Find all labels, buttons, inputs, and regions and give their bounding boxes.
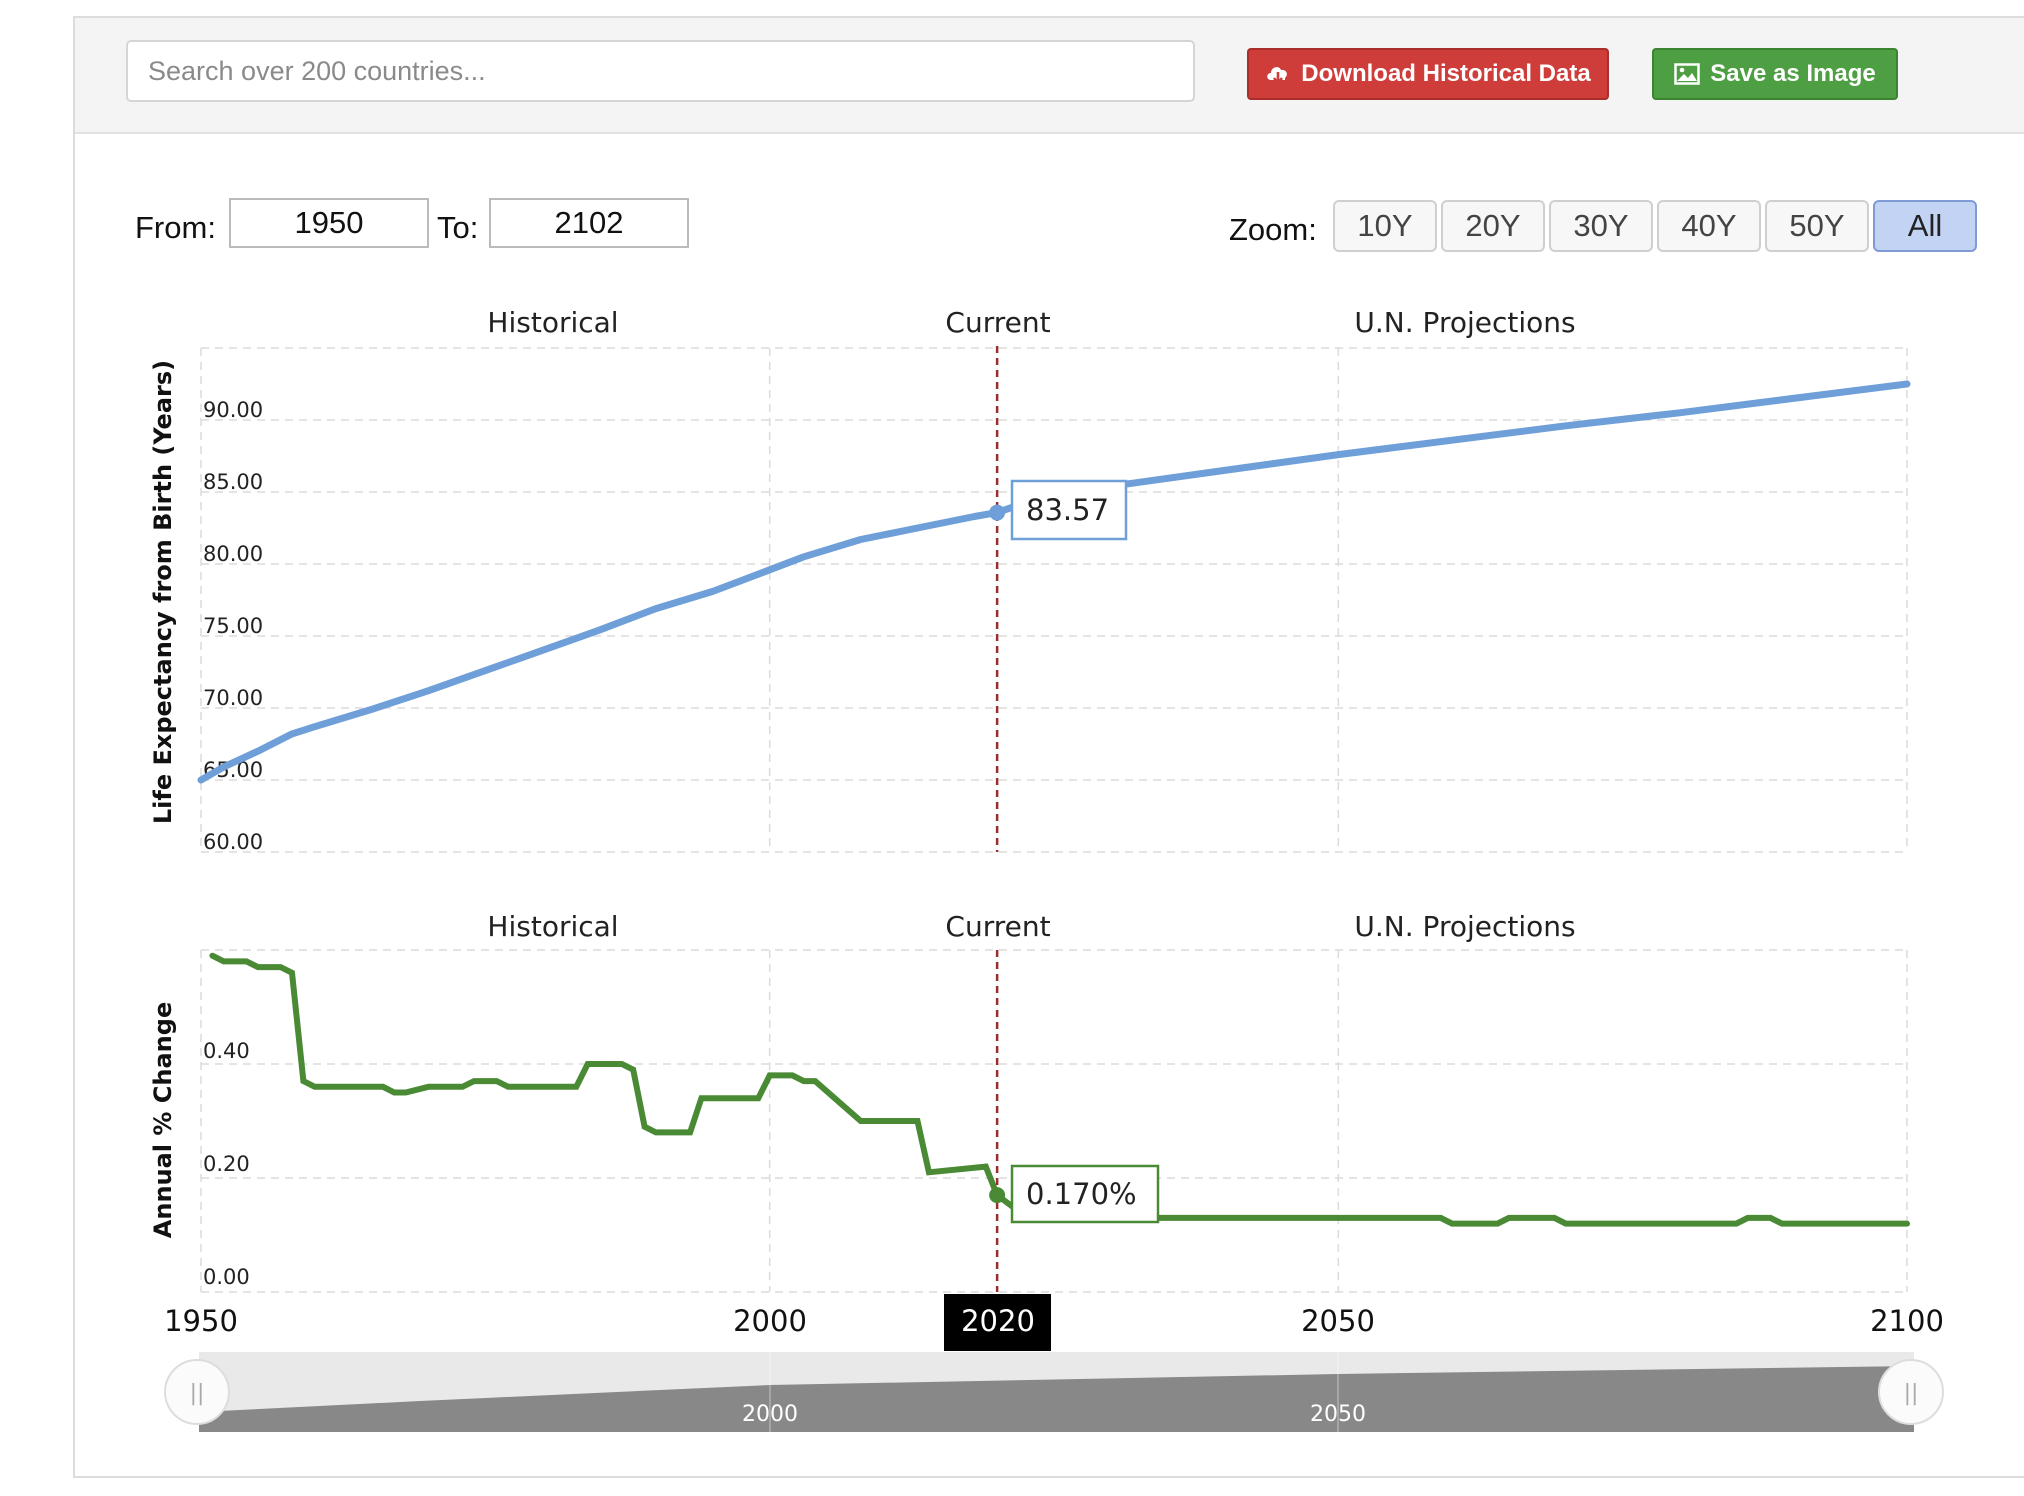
life-expectancy-tooltip-value: 83.57 xyxy=(1026,493,1109,527)
top-y-tick-75: 75.00 xyxy=(203,614,263,638)
save-as-image-button[interactable]: Save as Image xyxy=(1652,48,1898,100)
x-highlight-2020: 2020 xyxy=(944,1294,1051,1351)
x-tick-2100: 2100 xyxy=(1870,1304,1944,1338)
band-label-current-bottom: Current xyxy=(945,910,1050,943)
top-y-tick-60: 60.00 xyxy=(203,830,263,854)
save-button-label: Save as Image xyxy=(1710,60,1876,87)
cloud-download-icon xyxy=(1267,67,1288,86)
life-expectancy-line[interactable] xyxy=(197,380,1911,784)
bottom-y-tick-0.2: 0.20 xyxy=(203,1152,250,1176)
download-historical-data-button[interactable]: Download Historical Data xyxy=(1247,48,1609,100)
x-tick-2050: 2050 xyxy=(1301,1304,1375,1338)
navigator-label-2000: 2000 xyxy=(742,1402,798,1427)
navigator-series xyxy=(199,1366,1914,1432)
download-button-label: Download Historical Data xyxy=(1301,60,1591,87)
x-tick-2000: 2000 xyxy=(733,1304,807,1338)
navigator-handle-left-grip: || xyxy=(190,1381,205,1406)
top-y-tick-70: 70.00 xyxy=(203,686,263,710)
x-highlight-label: 2020 xyxy=(961,1304,1035,1338)
top-y-axis-title: Life Expectancy from Birth (Years) xyxy=(149,360,177,824)
range-selector: From: To: Zoom: 10Y 20Y 30Y 40Y 50Y All xyxy=(75,188,2024,258)
top-y-tick-85: 85.00 xyxy=(203,470,263,494)
zoom-40y-button[interactable]: 40Y xyxy=(1657,200,1761,252)
band-label-current-top: Current xyxy=(945,306,1050,339)
zoom-label: Zoom: xyxy=(1229,212,1317,247)
toolbar: Download Historical Data Save as Image xyxy=(75,18,2024,134)
chart-panel: Download Historical Data Save as Image F… xyxy=(73,16,2024,1478)
zoom-30y-button[interactable]: 30Y xyxy=(1549,200,1653,252)
band-label-historical-top: Historical xyxy=(487,306,618,339)
top-y-tick-90: 90.00 xyxy=(203,398,263,422)
annual-change-line[interactable] xyxy=(209,952,1910,1227)
navigator-label-2050: 2050 xyxy=(1310,1402,1366,1427)
navigator-handle-left[interactable]: || xyxy=(164,1359,230,1425)
life-expectancy-current-point[interactable] xyxy=(989,504,1006,521)
image-icon xyxy=(1674,63,1701,85)
annual-change-tooltip-value: 0.170% xyxy=(1026,1177,1137,1211)
to-label: To: xyxy=(437,210,479,245)
bottom-y-axis-title: Annual % Change xyxy=(149,1002,177,1238)
annual-change-tooltip: 0.170% xyxy=(1010,1164,1160,1224)
navigator[interactable]: 2000 2050 || || xyxy=(164,1352,1944,1432)
top-y-tick-80: 80.00 xyxy=(203,542,263,566)
zoom-50y-button[interactable]: 50Y xyxy=(1765,200,1869,252)
navigator-handle-right-grip: || xyxy=(1904,1381,1919,1406)
annual-change-current-point[interactable] xyxy=(989,1187,1006,1204)
navigator-handle-right[interactable]: || xyxy=(1878,1359,1944,1425)
life-expectancy-tooltip: 83.57 xyxy=(1010,479,1128,541)
from-input[interactable] xyxy=(229,198,429,248)
zoom-10y-button[interactable]: 10Y xyxy=(1333,200,1437,252)
bottom-y-tick-0.4: 0.40 xyxy=(203,1039,250,1063)
from-label: From: xyxy=(135,210,216,245)
band-label-projections-top: U.N. Projections xyxy=(1354,306,1575,339)
band-label-projections-bottom: U.N. Projections xyxy=(1354,910,1575,943)
to-input[interactable] xyxy=(489,198,689,248)
zoom-20y-button[interactable]: 20Y xyxy=(1441,200,1545,252)
zoom-all-button[interactable]: All xyxy=(1873,200,1977,252)
search-input[interactable] xyxy=(126,40,1195,102)
bottom-y-tick-0: 0.00 xyxy=(203,1265,250,1289)
x-tick-1950: 1950 xyxy=(164,1304,238,1338)
band-label-historical-bottom: Historical xyxy=(487,910,618,943)
